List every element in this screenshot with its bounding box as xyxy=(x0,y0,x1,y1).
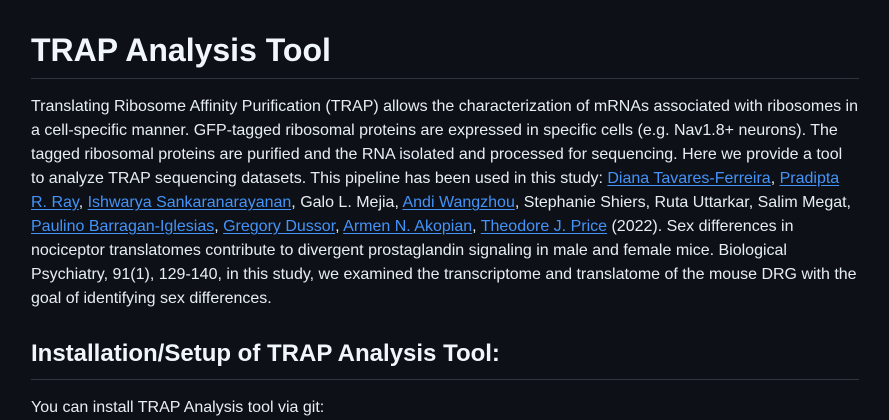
author-separator: , xyxy=(335,218,344,235)
author-separator: , xyxy=(472,218,481,235)
author-link-ishwarya-sankaranarayanan[interactable]: Ishwarya Sankaranarayanan xyxy=(87,194,292,211)
readme-content: TRAP Analysis Tool Translating Ribosome … xyxy=(31,32,859,416)
author-link-theodore-price[interactable]: Theodore J. Price xyxy=(480,218,608,235)
page-title: TRAP Analysis Tool xyxy=(31,32,331,68)
installation-text: You can install TRAP Analysis tool via g… xyxy=(31,399,325,416)
author-link-armen-akopian[interactable]: Armen N. Akopian xyxy=(343,218,473,235)
installation-heading: Installation/Setup of TRAP Analysis Tool… xyxy=(31,340,500,367)
author-separator: , xyxy=(770,170,780,187)
installation-divider xyxy=(31,379,859,380)
intro-paragraph: Translating Ribosome Affinity Purificati… xyxy=(31,95,859,311)
author-link-andi-wangzhou[interactable]: Andi Wangzhou xyxy=(402,194,515,211)
author-link-gregory-dussor[interactable]: Gregory Dussor xyxy=(223,218,336,235)
author-separator: , Stephanie Shiers, Ruta Uttarkar, Salim… xyxy=(514,194,851,211)
intro-text-start: Translating Ribosome Affinity Purificati… xyxy=(31,98,858,187)
author-separator: , Galo L. Mejia, xyxy=(291,194,403,211)
intro-text-end: (2022). Sex differences in nociceptor tr… xyxy=(31,218,857,307)
author-separator: , xyxy=(214,218,224,235)
author-link-pradipta-ray[interactable]: Pradipta R. Ray xyxy=(31,170,840,211)
author-separator: , xyxy=(78,194,88,211)
title-divider xyxy=(31,78,859,79)
author-link-diana-tavares-ferreira[interactable]: Diana Tavares-Ferreira xyxy=(607,170,771,187)
author-link-paulino-barragan-iglesias[interactable]: Paulino Barragan-Iglesias xyxy=(31,218,215,235)
